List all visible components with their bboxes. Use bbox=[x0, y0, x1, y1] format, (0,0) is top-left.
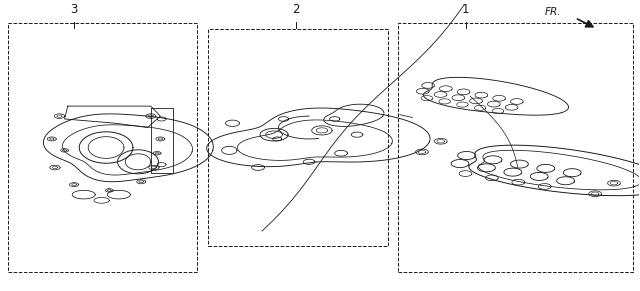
Bar bbox=[398, 23, 633, 272]
Bar bbox=[208, 29, 388, 246]
Text: 2: 2 bbox=[292, 3, 300, 16]
Text: FR.: FR. bbox=[545, 7, 561, 17]
Text: 3: 3 bbox=[70, 3, 78, 16]
Bar bbox=[8, 23, 197, 272]
Text: 1: 1 bbox=[462, 3, 469, 16]
